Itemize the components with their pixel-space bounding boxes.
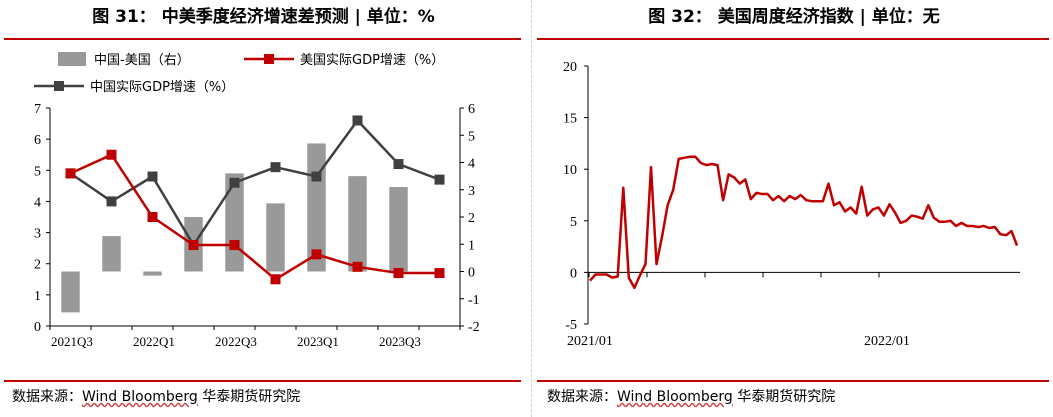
x-tick-label: 2022Q3	[215, 334, 257, 349]
us-gdp-marker	[270, 274, 281, 285]
right-chart-title: 图 32： 美国周度经济指数 | 单位：无	[648, 7, 940, 27]
china-gdp-marker	[434, 174, 445, 185]
bar	[61, 271, 80, 313]
us-gdp-marker	[311, 249, 322, 260]
y-tick-label: 10	[563, 163, 577, 178]
china-gdp-line	[69, 118, 440, 248]
us-gdp-marker	[229, 240, 240, 251]
x-tick-label: 2022/01	[864, 334, 910, 349]
y-tick-label-right: 4	[468, 157, 475, 172]
right-source-prefix: 数据来源：	[547, 389, 617, 405]
left-source: 数据来源：Wind Bloomberg 华泰期货研究院	[12, 385, 300, 409]
right-chart: -5 0 5 10 15 20 2021/01 2022/01	[563, 60, 1020, 349]
y-tick-label: 0	[570, 266, 577, 281]
y-tick-label-right: 5	[468, 129, 475, 144]
y-tick-label-left: 6	[34, 133, 41, 148]
y-tick-label-left: 0	[34, 320, 41, 335]
china-gdp-marker	[270, 162, 281, 173]
left-chart: 0 1 2 3 4 5 6 7 -2 -1 0 1 2 3 4 5 6 2021Q3 2022Q1 2022Q3 202…	[34, 52, 480, 349]
left-chart-title: 图 31： 中美季度经济增速差预测 | 单位：%	[92, 7, 435, 27]
us-gdp-marker	[147, 212, 158, 222]
y-tick-label-right: -2	[468, 320, 480, 335]
bar	[266, 203, 285, 272]
china-gdp-marker	[311, 171, 322, 182]
right-source-rule	[537, 380, 1049, 382]
x-tick-label: 2022Q1	[133, 334, 175, 349]
us-gdp-marker	[106, 149, 117, 160]
bar	[143, 271, 162, 276]
legend-china-label: 中国实际GDP增速（%）	[90, 80, 234, 95]
legend-us-label: 美国实际GDP增速（%）	[300, 53, 444, 68]
panel-divider	[531, 0, 532, 417]
us-gdp-marker	[393, 268, 404, 279]
legend-bar-swatch	[58, 52, 86, 66]
x-tick-label: 2021/01	[567, 334, 613, 349]
y-tick-label-right: -1	[468, 293, 480, 308]
y-tick-label-left: 5	[34, 164, 41, 179]
y-tick-label-left: 4	[34, 195, 41, 210]
us-gdp-marker	[188, 240, 199, 251]
left-source-prefix: 数据来源：	[12, 389, 82, 405]
y-tick-label-right: 3	[468, 184, 475, 199]
right-source-main: Wind Bloomberg	[617, 389, 733, 405]
bar	[389, 187, 408, 272]
us-gdp-marker	[65, 168, 76, 179]
bar	[348, 176, 367, 272]
right-panel: 图 32： 美国周度经济指数 | 单位：无 -5 0 5 10 15 20 2021/01 2…	[535, 0, 1053, 417]
china-gdp-marker	[229, 177, 240, 188]
y-tick-label-left: 1	[34, 289, 41, 304]
x-tick-label: 2023Q1	[297, 334, 339, 349]
y-tick-label: 15	[563, 112, 577, 127]
left-source-main: Wind Bloomberg	[82, 389, 198, 405]
y-tick-label: 5	[570, 215, 577, 230]
china-gdp-marker	[106, 196, 117, 207]
y-tick-label-right: 6	[468, 102, 475, 117]
x-tick-label: 2023Q3	[379, 334, 421, 349]
y-tick-label: 20	[563, 60, 577, 75]
china-gdp-marker	[352, 115, 363, 126]
y-tick-label: -5	[565, 318, 577, 333]
left-title-rule	[4, 38, 521, 40]
us-gdp-marker	[352, 261, 363, 272]
right-source-suffix: 华泰期货研究院	[732, 389, 836, 405]
china-gdp-marker	[393, 159, 404, 170]
y-tick-label-left: 2	[34, 258, 41, 273]
y-tick-label-left: 7	[34, 102, 41, 117]
china-gdp-marker	[147, 171, 158, 182]
legend-china-marker	[54, 81, 64, 91]
x-tick-label: 2021Q3	[51, 334, 93, 349]
bar	[102, 236, 121, 272]
y-tick-label-right: 0	[468, 266, 475, 281]
left-source-suffix: 华泰期货研究院	[197, 389, 301, 405]
y-tick-label-right: 1	[468, 238, 475, 253]
y-tick-label-left: 3	[34, 227, 41, 242]
right-title-rule	[537, 38, 1049, 40]
legend-us-marker	[264, 54, 274, 64]
us-gdp-marker	[434, 268, 445, 279]
legend-bar-label: 中国-美国（右）	[94, 53, 190, 68]
right-source: 数据来源：Wind Bloomberg 华泰期货研究院	[547, 385, 835, 409]
left-source-rule	[4, 380, 521, 382]
y-tick-label-right: 2	[468, 211, 475, 226]
economic-index-line	[589, 155, 1019, 290]
left-panel: 图 31： 中美季度经济增速差预测 | 单位：% 0 1 2 3 4 5 6 7 -2 -1 0 1 2…	[4, 7, 521, 409]
bar	[225, 173, 244, 272]
us-gdp-line	[69, 153, 440, 281]
